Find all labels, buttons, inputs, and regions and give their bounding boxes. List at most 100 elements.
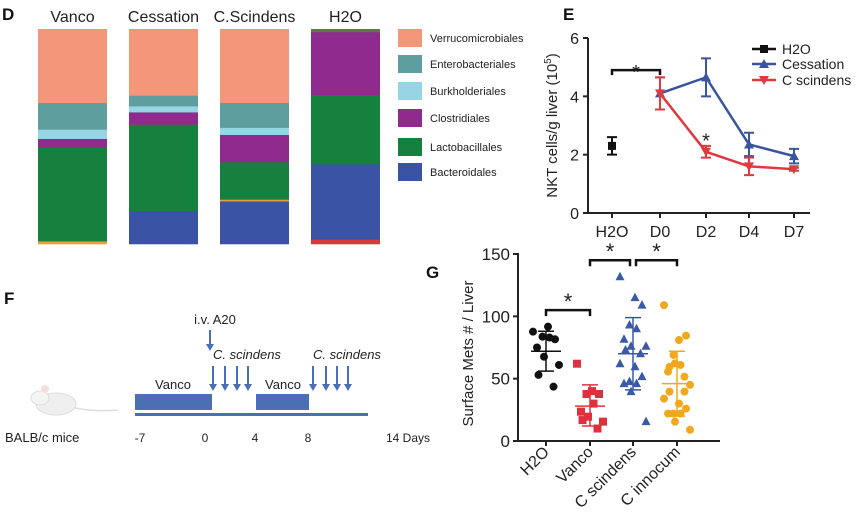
data-point-c-scindens xyxy=(641,416,651,426)
data-point-vanco xyxy=(589,399,598,408)
data-point-h2o xyxy=(529,327,537,336)
legend-marker-h2o xyxy=(760,45,768,53)
data-point-c-scindens xyxy=(619,334,629,343)
mouse-ear-icon xyxy=(41,385,49,393)
panel-label-d: D xyxy=(2,5,14,24)
bar-segment-h2o-clostridiales xyxy=(311,32,380,96)
panel-d-stacked-bars: Vanco Cessation C.Scindens H2O Verrucomicrob… xyxy=(38,9,524,245)
bar-segment-vanco-clostridiales xyxy=(38,138,107,148)
sd-bar-c-innocum xyxy=(669,350,685,417)
significance-bracket xyxy=(588,258,632,267)
legend-swatch-lactobacillales xyxy=(398,138,422,156)
bar-segment-c-scindens-bacteroidales xyxy=(220,201,289,245)
series-line-cessation xyxy=(659,75,795,158)
data-point-c-innocum xyxy=(686,380,694,389)
y-tick-label: 100 xyxy=(482,307,510,326)
gavage-arrow-icon-head xyxy=(221,384,229,391)
data-point-vanco xyxy=(595,390,603,399)
data-point-c-innocum xyxy=(665,362,674,371)
y-tick-label: 0 xyxy=(501,432,510,451)
bar-label-vanco: Vanco xyxy=(50,9,94,26)
bar-segment-vanco-other xyxy=(38,241,107,245)
data-point-h2o xyxy=(555,360,563,369)
legend-marker-c-scindens xyxy=(759,76,769,85)
data-point-vanco xyxy=(584,412,592,421)
bar-segment-cessation-bacteroidales xyxy=(129,211,198,245)
data-point-c-scindens xyxy=(637,300,647,309)
legend-swatch-clostridiales xyxy=(398,109,422,127)
significance-bracket xyxy=(634,258,679,267)
significance-bracket xyxy=(544,308,592,317)
bacteria-label-1: C. scindens xyxy=(213,347,281,362)
data-point-vanco xyxy=(577,407,585,416)
sd-bar-h2o xyxy=(538,330,554,372)
bar-label-h2o: H2O xyxy=(329,9,362,26)
data-point-h2o xyxy=(538,332,547,341)
bar-segment-cessation-enterobacteriales xyxy=(129,95,198,107)
data-point-c-innocum xyxy=(669,350,678,359)
sd-bar-c-scindens xyxy=(625,316,641,391)
data-point-h2o xyxy=(544,322,552,331)
data-point-c-scindens xyxy=(625,376,634,386)
significance-star: * xyxy=(606,239,615,264)
vanco-period-2 xyxy=(256,394,309,410)
data-point-c-scindens xyxy=(641,341,651,350)
bar-segment-h2o-lactobacillales xyxy=(311,95,380,165)
injection-arrow-icon-head xyxy=(206,344,214,351)
x-tick-label-h2o: H2O xyxy=(518,444,553,479)
data-point-c-innocum xyxy=(682,404,690,413)
bar-segment-vanco-lactobacillales xyxy=(38,147,107,242)
legend-label-h2o: H2O xyxy=(782,41,811,57)
y-axis-label: Surface Mets # / Liver xyxy=(460,281,477,427)
bar-segment-c-scindens-verrucomicrobiales xyxy=(220,29,289,104)
mouse-head-icon xyxy=(30,390,50,406)
data-point-c-innocum xyxy=(675,336,683,345)
bar-segment-h2o-bacteroidales xyxy=(311,164,380,240)
data-point-h2o xyxy=(545,333,554,342)
x-tick-label-h2o: H2O xyxy=(596,224,629,241)
data-point-c-innocum xyxy=(660,394,668,403)
data-point-c-innocum xyxy=(682,331,690,340)
data-point-c-scindens xyxy=(625,320,634,329)
data-point-h2o-h2o xyxy=(608,141,616,150)
data-point-c-scindens-d0 xyxy=(655,89,665,99)
bar-segment-c-scindens-burkholderiales xyxy=(220,127,289,136)
y-tick-label: 4 xyxy=(570,89,579,106)
data-point-vanco xyxy=(599,417,607,426)
data-point-h2o xyxy=(533,343,541,352)
data-point-vanco xyxy=(578,416,587,425)
bar-segment-c-scindens-lactobacillales xyxy=(220,162,289,201)
significance-star: * xyxy=(632,62,640,84)
bar-label-cessation: Cessation xyxy=(128,9,199,26)
panel-f-schedule: BALB/c mice Vanco Vanco -7 0 4 8 14 Days i.v. A2… xyxy=(5,312,430,445)
y-axis-label: NKT cells/g liver (105) xyxy=(543,53,561,198)
legend-swatch-burkholderiales xyxy=(398,82,422,100)
legend-swatch-enterobacteriales xyxy=(398,55,422,73)
x-tick-label-d2: D2 xyxy=(696,224,717,241)
panel-e-line-chart: 0 2 4 6 H2O D0 D2 D4 D7 NKT cells/g liver (105) * *… xyxy=(543,31,851,241)
legend-marker-cessation xyxy=(759,59,769,68)
bar-segment-h2o-other xyxy=(311,239,380,245)
bar-segment-vanco-burkholderiales xyxy=(38,129,107,140)
bar-segment-cessation-burkholderiales xyxy=(129,106,198,113)
bar-segment-c-scindens-other xyxy=(220,199,289,202)
gavage-arrow-icon-head xyxy=(244,384,252,391)
legend-label-lactobacillales: Lactobacillales xyxy=(430,142,503,154)
bar-segment-cessation-verrucomicrobiales xyxy=(129,29,198,96)
data-point-c-innocum xyxy=(680,387,689,396)
y-tick-label: 6 xyxy=(570,31,579,48)
significance-star: * xyxy=(652,239,661,264)
data-point-cessation-d7 xyxy=(789,151,799,161)
panel-label-f: F xyxy=(4,289,14,308)
data-point-cessation-d4 xyxy=(744,139,754,149)
legend-swatch-verrucomicrobiales xyxy=(398,29,422,47)
legend-label-burkholderiales: Burkholderiales xyxy=(430,86,506,98)
legend-swatch-bacteroidales xyxy=(398,163,422,181)
x-tick-label-d0: D0 xyxy=(650,224,671,241)
legend-label-verrucomicrobiales: Verrucomicrobiales xyxy=(430,33,524,45)
y-tick-label: 150 xyxy=(482,245,510,264)
series-line-c-scindens xyxy=(659,92,795,171)
data-point-h2o xyxy=(549,382,558,391)
x-tick-label-d7: D7 xyxy=(784,224,805,241)
